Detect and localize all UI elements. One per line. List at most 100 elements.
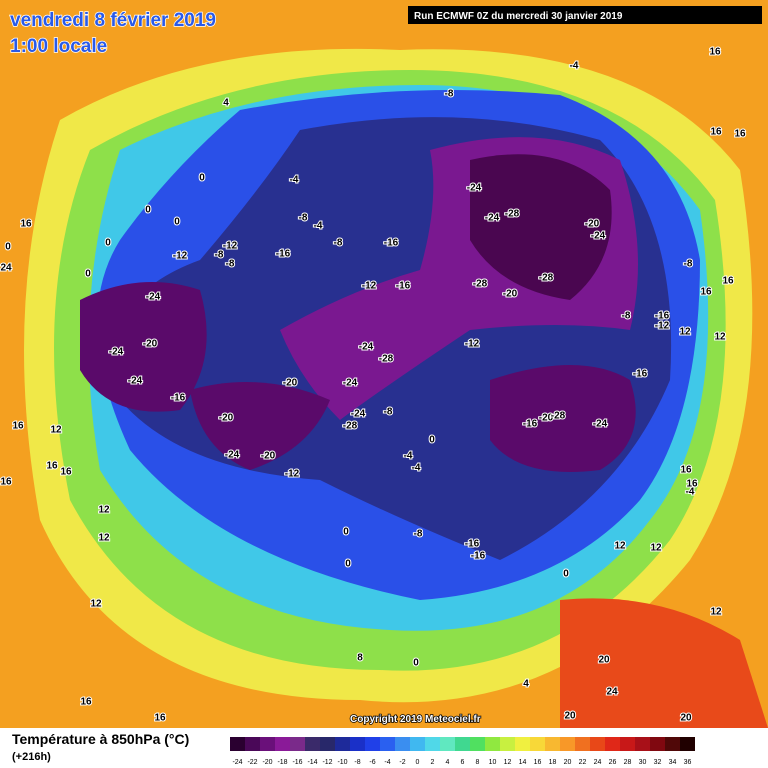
legend-tick-label: 36: [684, 759, 692, 766]
zone-core: [490, 365, 636, 472]
legend-tick-label: -6: [369, 759, 375, 766]
legend-swatch: [455, 737, 470, 751]
contour-label: -24: [351, 409, 366, 420]
contour-label: 16: [722, 276, 734, 287]
contour-label: 0: [345, 559, 351, 570]
legend-swatch: [275, 737, 290, 751]
contour-label: 0: [5, 242, 11, 253]
contour-label: 24: [0, 263, 12, 274]
contour-label: -4: [570, 61, 579, 72]
contour-label: -4: [314, 221, 323, 232]
legend-tick-label: 10: [489, 759, 497, 766]
legend-swatch: [560, 737, 575, 751]
legend-swatch: [305, 737, 320, 751]
legend-tick-label: -16: [292, 759, 302, 766]
legend-tick-label: -24: [232, 759, 242, 766]
legend-swatch: [500, 737, 515, 751]
legend-tick-label: 14: [519, 759, 527, 766]
contour-label: -16: [396, 281, 411, 292]
contour-label: -16: [471, 551, 486, 562]
contour-label: -8: [414, 529, 423, 540]
contour-label: 24: [606, 687, 618, 698]
zone-core: [470, 154, 612, 300]
contour-label: -4: [404, 451, 413, 462]
legend-tick-label: 32: [654, 759, 662, 766]
legend-swatch: [425, 737, 440, 751]
contour-label: -4: [686, 487, 695, 498]
legend-tick-label: 26: [609, 759, 617, 766]
contour-label: 12: [614, 541, 626, 552]
contour-label: -16: [655, 311, 670, 322]
legend-tick-label: 4: [446, 759, 450, 766]
legend-swatch: [320, 737, 335, 751]
contour-label: 12: [90, 599, 102, 610]
contour-label: 12: [98, 505, 110, 516]
zone-hot: [560, 598, 768, 728]
contour-label: -8: [445, 89, 454, 100]
legend-swatch: [575, 737, 590, 751]
contour-label: 12: [98, 533, 110, 544]
contour-label: 12: [714, 332, 726, 343]
contour-label: 0: [563, 569, 569, 580]
contour-label: -24: [128, 376, 143, 387]
contour-label: -20: [219, 413, 234, 424]
contour-label: -16: [171, 393, 186, 404]
contour-label: 16: [20, 219, 32, 230]
contour-label: 0: [413, 658, 419, 669]
legend-tick-label: 18: [549, 759, 557, 766]
contour-label: -8: [334, 238, 343, 249]
legend-swatch: [335, 737, 350, 751]
contour-label: -28: [551, 411, 566, 422]
contour-label: -20: [283, 378, 298, 389]
contour-label: 0: [343, 527, 349, 538]
legend-swatch: [380, 737, 395, 751]
legend-swatch: [620, 737, 635, 751]
legend-tick-label: 24: [594, 759, 602, 766]
legend: -24 -22 -20 -18 -16 -14 -12 -10 -8 -6 -4 -2 0 2 4 6 8 10 1…: [230, 737, 695, 766]
contour-label: -20: [539, 413, 554, 424]
legend-tick-label: 2: [431, 759, 435, 766]
contour-label: -24: [146, 292, 161, 303]
contour-label: -28: [343, 421, 358, 432]
contour-label: -8: [299, 213, 308, 224]
contour-label: -20: [585, 219, 600, 230]
contour-label: -24: [467, 183, 482, 194]
contour-label: -12: [285, 469, 300, 480]
contour-label: 0: [199, 173, 205, 184]
contour-label: 20: [564, 711, 576, 722]
contour-label: 16: [60, 467, 72, 478]
contour-label: 0: [429, 435, 435, 446]
contour-label: 4: [523, 679, 529, 690]
contour-label: -8: [215, 250, 224, 261]
legend-swatch: [530, 737, 545, 751]
contour-label: 12: [710, 607, 722, 618]
legend-tick-label: -18: [277, 759, 287, 766]
contour-label: -24: [591, 231, 606, 242]
contour-label: 4: [223, 98, 229, 109]
contour-label: -16: [465, 539, 480, 550]
legend-swatch: [485, 737, 500, 751]
contour-label: -24: [485, 213, 500, 224]
contour-label: 0: [174, 217, 180, 228]
legend-tick-label: -4: [384, 759, 390, 766]
legend-tick-label: 34: [669, 759, 677, 766]
contour-label: 12: [679, 327, 691, 338]
legend-swatch: [650, 737, 665, 751]
legend-swatch: [365, 737, 380, 751]
contour-label: -8: [622, 311, 631, 322]
contour-label: 16: [710, 127, 722, 138]
legend-subtitle: (+216h): [12, 751, 51, 763]
legend-tick-label: 22: [579, 759, 587, 766]
contour-label: -24: [225, 450, 240, 461]
contour-label: 16: [686, 479, 698, 490]
contour-label: -20: [503, 289, 518, 300]
contour-label: -4: [412, 463, 421, 474]
legend-swatch: [260, 737, 275, 751]
contour-label: 0: [105, 238, 111, 249]
forecast-time: 1:00 locale: [10, 36, 107, 57]
legend-tick-label: 30: [639, 759, 647, 766]
legend-tick-label: -14: [307, 759, 317, 766]
contour-label: -24: [593, 419, 608, 430]
